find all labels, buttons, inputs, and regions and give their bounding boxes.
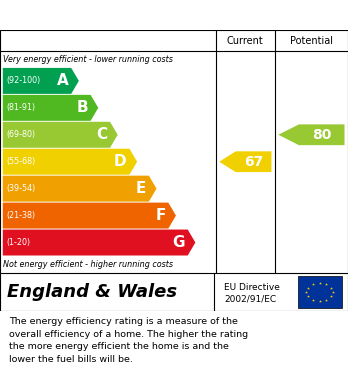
Text: C: C (96, 127, 107, 142)
Polygon shape (3, 122, 118, 148)
Text: E: E (136, 181, 146, 196)
Text: F: F (155, 208, 166, 223)
Text: B: B (76, 100, 88, 115)
Text: The energy efficiency rating is a measure of the
overall efficiency of a home. T: The energy efficiency rating is a measur… (9, 317, 248, 364)
Text: (81-91): (81-91) (6, 103, 35, 112)
Text: (55-68): (55-68) (6, 157, 35, 166)
Polygon shape (278, 124, 345, 145)
Text: Not energy efficient - higher running costs: Not energy efficient - higher running co… (3, 260, 174, 269)
Polygon shape (219, 151, 271, 172)
Text: EU Directive: EU Directive (224, 283, 280, 292)
Text: 67: 67 (244, 155, 263, 169)
Polygon shape (3, 68, 79, 94)
Text: (92-100): (92-100) (6, 76, 40, 85)
Text: Potential: Potential (290, 36, 333, 46)
Text: G: G (172, 235, 185, 250)
Polygon shape (3, 203, 176, 229)
Polygon shape (3, 176, 157, 202)
Text: (1-20): (1-20) (6, 238, 30, 247)
Polygon shape (3, 95, 98, 121)
Polygon shape (3, 149, 137, 175)
Text: 2002/91/EC: 2002/91/EC (224, 294, 277, 303)
Text: (39-54): (39-54) (6, 184, 35, 193)
Text: D: D (114, 154, 127, 169)
Text: A: A (57, 74, 69, 88)
Polygon shape (3, 230, 195, 255)
Text: (21-38): (21-38) (6, 211, 35, 220)
Text: (69-80): (69-80) (6, 130, 35, 139)
Text: Energy Efficiency Rating: Energy Efficiency Rating (5, 7, 215, 23)
Bar (298, 276, 342, 308)
Text: 80: 80 (312, 128, 331, 142)
Text: Current: Current (227, 36, 264, 46)
Text: England & Wales: England & Wales (7, 283, 177, 301)
Text: Very energy efficient - lower running costs: Very energy efficient - lower running co… (3, 55, 173, 64)
